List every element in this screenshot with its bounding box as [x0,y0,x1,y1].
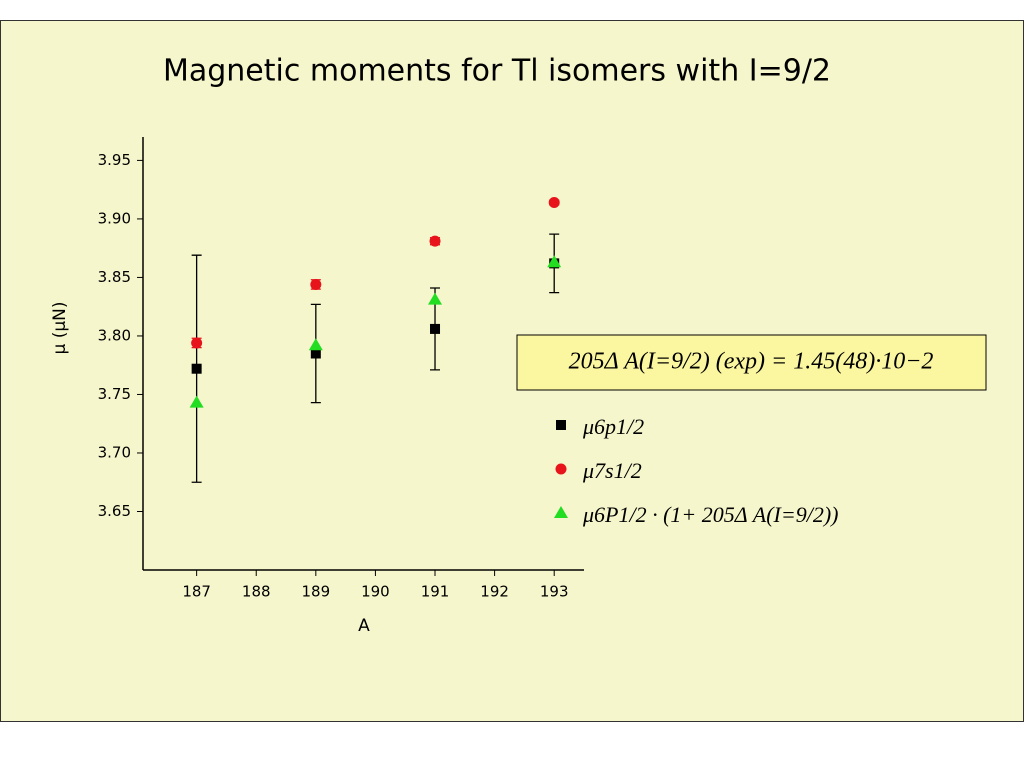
x-tick-label: 191 [421,583,450,601]
data-point [429,235,441,247]
y-tick-label: 3.70 [98,443,131,461]
chart-title: Magnetic moments for Tl isomers with I=9… [163,54,831,89]
data-point [430,323,441,334]
x-tick-label: 187 [182,583,211,601]
legend-marker [555,463,567,475]
x-tick-label: 192 [480,583,509,601]
legend-label: μ6p1/2 [582,414,644,439]
legend-marker [556,420,566,430]
x-tick-label: 190 [361,583,390,601]
data-point [428,292,443,305]
y-tick-label: 3.90 [98,209,131,227]
legend-marker [554,506,568,518]
legend-label: μ6P1/2 · (1+ 205Δ A(I=9/2)) [582,502,838,527]
x-tick-label: 193 [540,583,569,601]
y-tick-label: 3.95 [98,151,131,169]
annotation: 205Δ A(I=9/2) (exp) = 1.45(48)·10−2 [569,349,934,375]
data-point [189,395,204,408]
y-tick-label: 3.75 [98,385,131,403]
y-tick-label: 3.65 [98,502,131,520]
x-axis-label: A [358,616,370,636]
data-point [547,255,562,268]
y-axis-label: μ (μN) [50,301,70,354]
x-tick-label: 189 [302,583,331,601]
data-point [548,197,560,209]
data-point [310,348,321,359]
legend-label: μ7s1/2 [582,458,642,483]
x-tick-label: 188 [242,583,271,601]
data-point [308,338,323,351]
y-tick-label: 3.80 [98,326,131,344]
annotation-box [516,334,987,391]
data-point [191,363,202,374]
data-point [310,278,322,290]
y-tick-label: 3.85 [98,268,131,286]
data-point [191,337,203,349]
